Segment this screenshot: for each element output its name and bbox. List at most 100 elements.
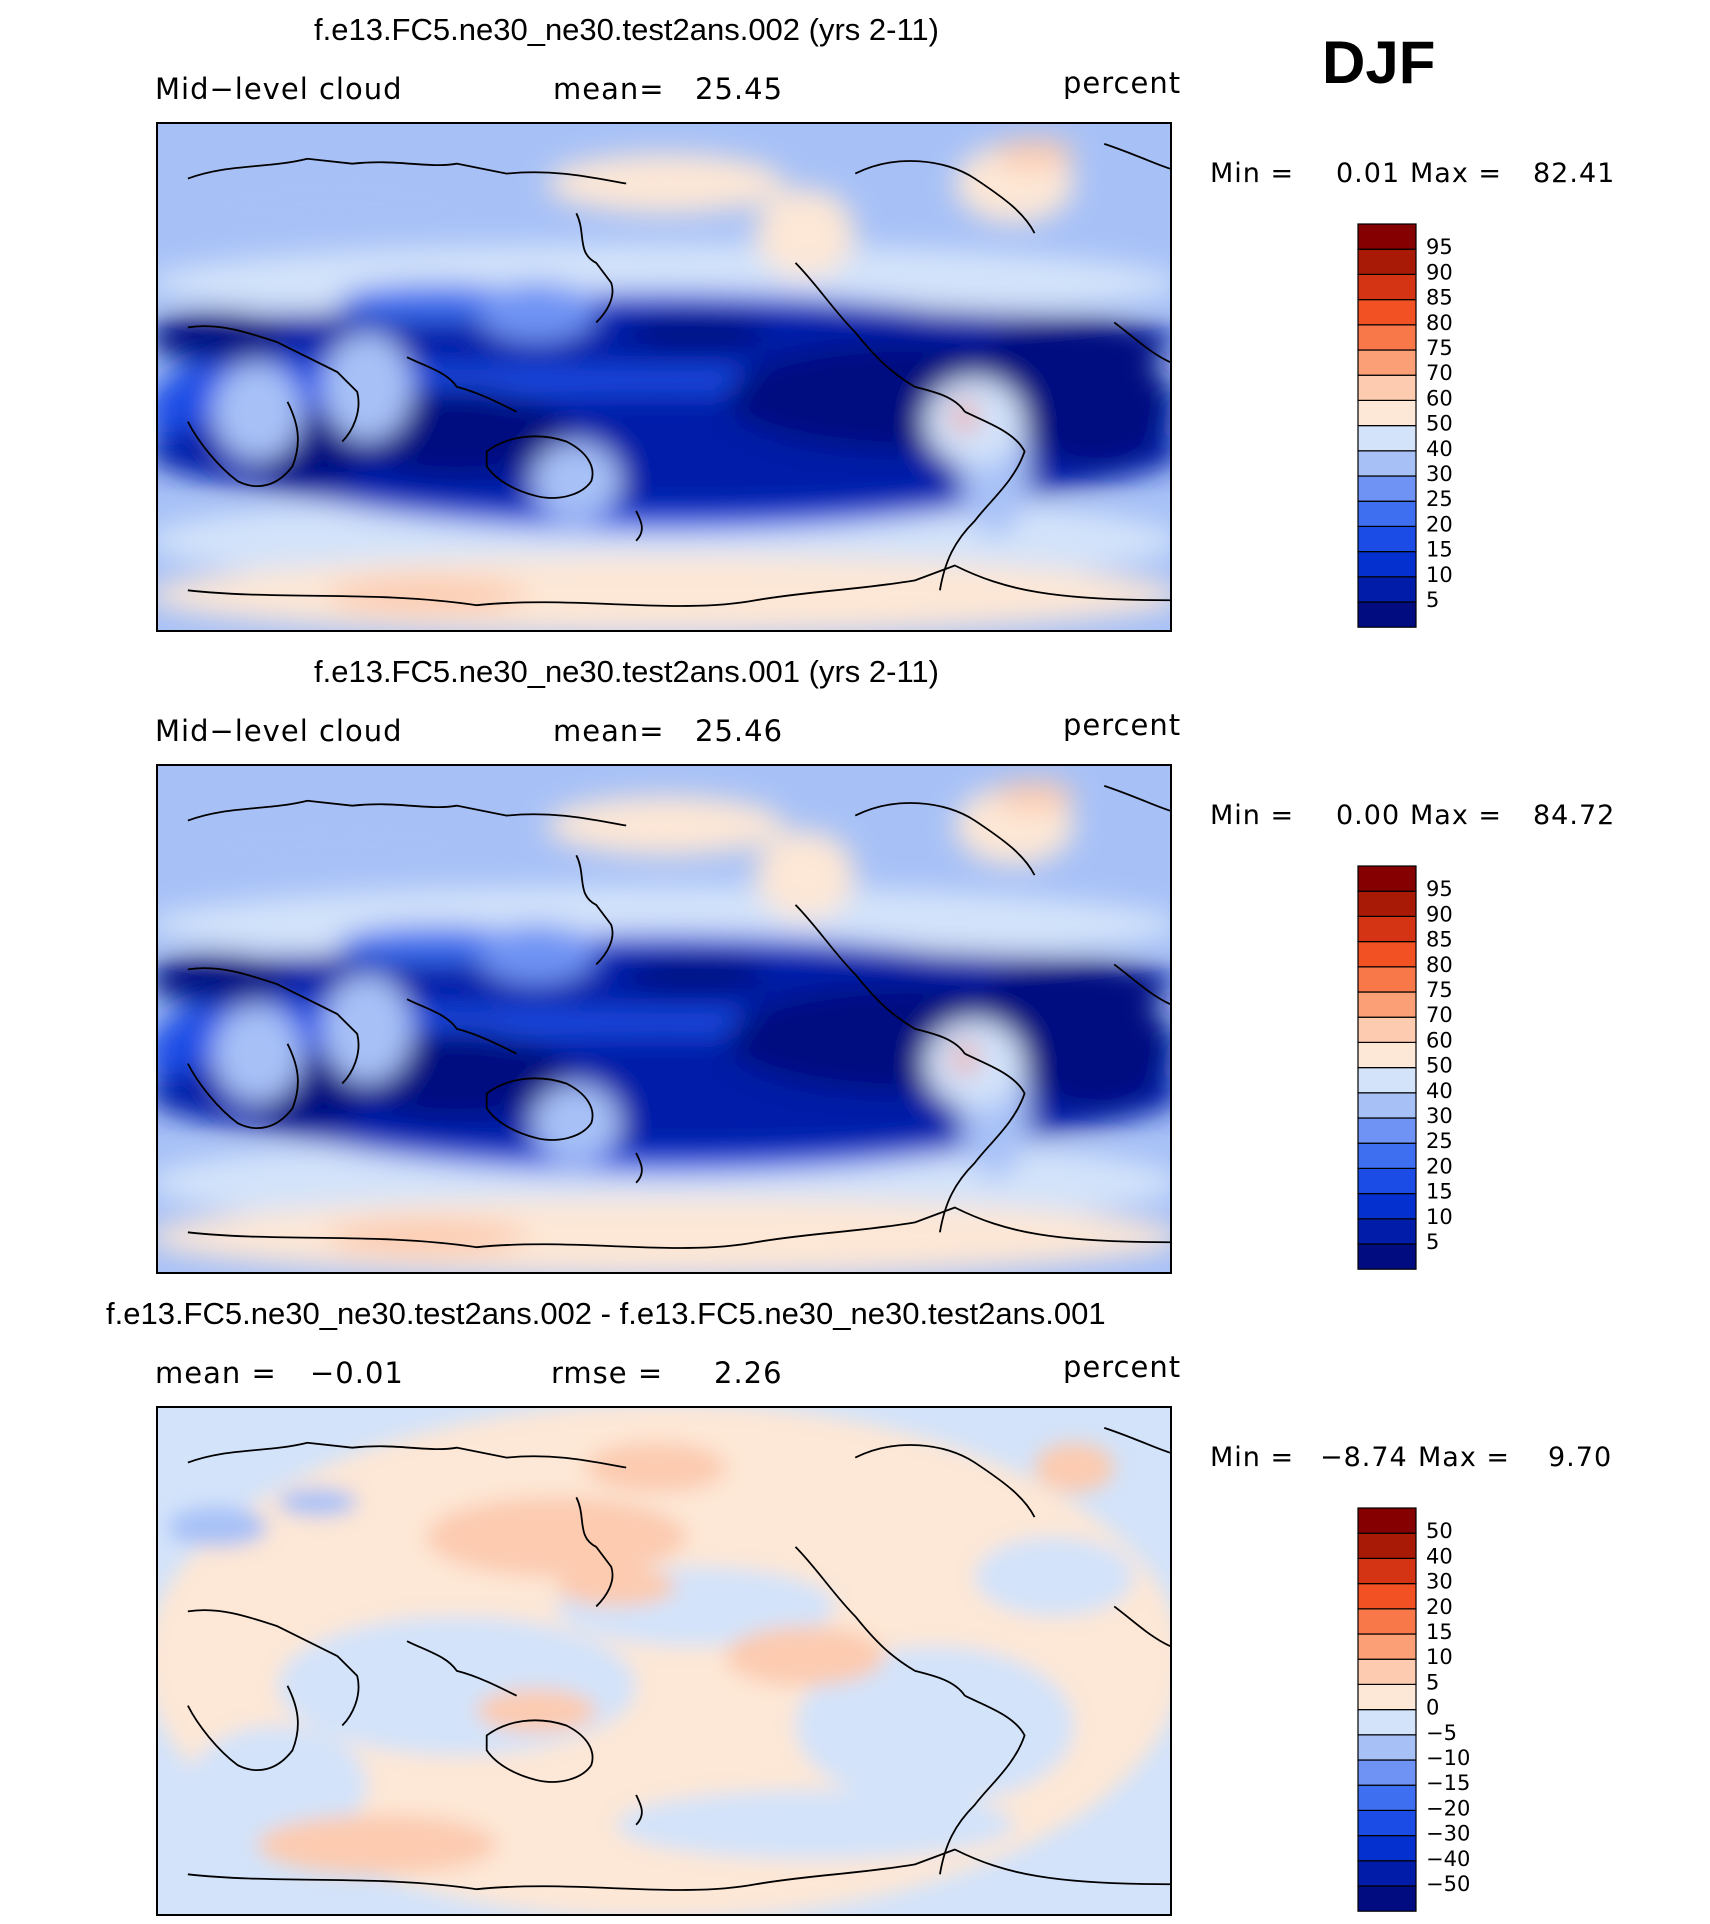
variable-label: Mid−level cloud: [155, 72, 403, 106]
contour-region: [426, 1497, 686, 1577]
colorbar-box: [1357, 551, 1417, 578]
contour-fill-group: [158, 138, 1170, 630]
colorbar-box: [1357, 1734, 1417, 1761]
coastline-path: [485, 1719, 594, 1783]
coastline-path: [187, 1043, 299, 1130]
coastline-path: [187, 1609, 360, 1727]
colorbar-box: [1357, 915, 1417, 943]
colorbar-box: [1357, 374, 1417, 401]
map-field: [158, 124, 1170, 630]
colorbar-box: [1357, 1041, 1417, 1069]
panel-model-001: f.e13.FC5.ne30_ne30.test2ans.001 (yrs 2-…: [0, 642, 1710, 1282]
contour-region: [277, 1488, 358, 1517]
mean-value: 25.46: [695, 714, 784, 748]
contour-region: [531, 1083, 622, 1163]
colorbar-tick-label: 25: [1426, 1129, 1453, 1153]
colorbar-box: [1357, 1092, 1417, 1119]
contour-region: [1014, 989, 1170, 1109]
coastline-path: [187, 967, 360, 1085]
coastline-path: [1113, 1605, 1170, 1647]
panel-difference: f.e13.FC5.ne30_ne30.test2ans.002 - f.e13…: [0, 1284, 1710, 1924]
coastline-path: [635, 1794, 643, 1826]
coastline-path: [485, 435, 594, 499]
colorbar-tick-label: −10: [1426, 1746, 1470, 1770]
coastlines: [187, 784, 1170, 1249]
colorbar-tick-label: −20: [1426, 1796, 1470, 1820]
coastline-path: [187, 401, 299, 488]
contour-region: [158, 954, 288, 1005]
contour-region: [586, 1442, 726, 1493]
min-value: 0.01: [1336, 158, 1401, 189]
coastline-path: [635, 510, 643, 542]
coastline-path: [1103, 1426, 1170, 1454]
contour-region: [954, 402, 975, 431]
coastline-path: [187, 799, 627, 827]
colorbar-box: [1357, 1608, 1417, 1635]
colorbar-tick-label: 25: [1426, 487, 1453, 511]
colorbar-box: [1357, 1117, 1417, 1144]
colorbar-box: [1357, 1557, 1417, 1585]
contour-region: [322, 332, 412, 442]
coastline-path: [1113, 321, 1170, 363]
variable-label: Mid−level cloud: [155, 714, 403, 748]
contour-region: [924, 377, 1025, 467]
colorbar-box: [1357, 1582, 1417, 1610]
colorbar-box: [1357, 1193, 1417, 1220]
colorbar-tick-label: 10: [1426, 563, 1453, 587]
colorbar-tick-label: 50: [1426, 412, 1453, 436]
coastline-path: [187, 157, 627, 185]
contour-region: [476, 924, 597, 985]
colorbar-box: [1357, 1809, 1417, 1837]
min-value: 0.00: [1336, 800, 1401, 831]
contour-region: [257, 1814, 497, 1875]
contour-region: [994, 138, 1075, 169]
coastline-path: [939, 410, 1026, 591]
colorbar-tick-label: 80: [1426, 953, 1453, 977]
min-value: −8.74: [1320, 1442, 1408, 1473]
coastlines: [187, 1426, 1170, 1891]
min-label: Min =: [1210, 800, 1295, 831]
max-value: 84.72: [1533, 800, 1616, 831]
coastline-path: [187, 1441, 627, 1469]
colorbar-tick-label: 20: [1426, 512, 1453, 536]
mean-label: mean=: [553, 714, 665, 748]
contour-region: [476, 1688, 597, 1733]
map-plot: [156, 764, 1172, 1274]
contour-region: [556, 1566, 676, 1607]
colorbar-box: [1357, 1633, 1417, 1660]
colorbar-tick-label: 70: [1426, 361, 1453, 385]
contour-region: [795, 1646, 1075, 1805]
coastline-path: [187, 325, 360, 443]
colorbar-tick-label: 20: [1426, 1154, 1453, 1178]
colorbar-tick-label: −15: [1426, 1771, 1470, 1795]
colorbar-tick-label: 85: [1426, 286, 1453, 310]
contour-region: [725, 1626, 886, 1686]
contour-region: [158, 312, 288, 363]
mean-label: mean=: [553, 72, 665, 106]
coastline-path: [575, 1496, 614, 1608]
colorbar-box: [1357, 1016, 1417, 1043]
colorbar-box: [1357, 1167, 1417, 1195]
contour-region: [994, 780, 1075, 811]
colorbar-box: [1357, 248, 1417, 276]
colorbar-tick-label: 40: [1426, 437, 1453, 461]
colorbar-box: [1357, 500, 1417, 528]
colorbar-tick-label: 90: [1426, 260, 1453, 284]
coastline-path: [187, 1685, 299, 1772]
colorbar-tick-label: 0: [1426, 1696, 1439, 1720]
coastline-path: [635, 1152, 643, 1184]
colorbar-tick-label: −30: [1426, 1822, 1470, 1846]
contour-region: [322, 974, 412, 1084]
colorbar-tick-label: 90: [1426, 902, 1453, 926]
contour-region: [177, 810, 497, 881]
contour-region: [626, 956, 766, 993]
colorbar-box: [1357, 450, 1417, 477]
contour-region: [177, 168, 497, 239]
units-label: percent: [1063, 1350, 1182, 1384]
colorbar-box: [1357, 576, 1417, 603]
colorbar-box: [1357, 966, 1417, 993]
colorbar-tick-label: 60: [1426, 1028, 1453, 1052]
